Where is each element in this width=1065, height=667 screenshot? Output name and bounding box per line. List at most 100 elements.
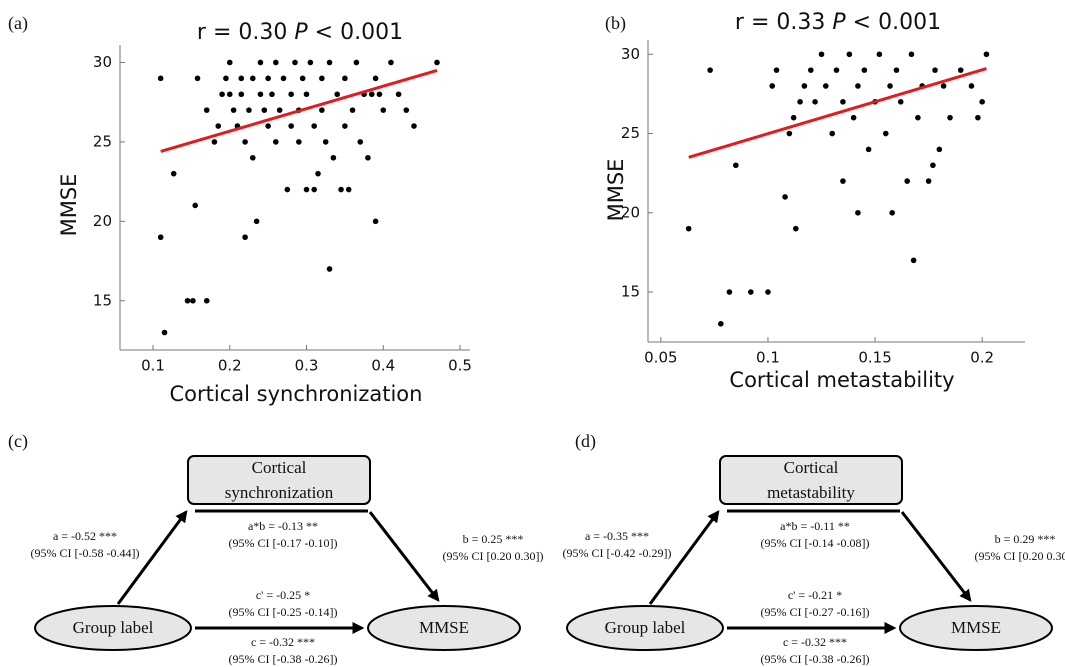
y-tick-label: 25 xyxy=(93,132,112,150)
y-node-label: MMSE xyxy=(419,618,469,637)
y-axis-label: MMSE xyxy=(604,159,628,222)
mediator-label: metastability xyxy=(767,483,855,502)
path-label: b = 0.25 *** xyxy=(463,532,524,546)
point xyxy=(882,130,889,137)
point xyxy=(782,194,788,200)
p-symbol: P xyxy=(294,20,308,45)
mediator-label: synchronization xyxy=(225,483,334,502)
point xyxy=(342,75,348,82)
x-tick-label: 0.2 xyxy=(970,349,994,367)
p-label: < 0.001 xyxy=(853,10,941,35)
path-ci: (95% CI [-0.17 -0.10]) xyxy=(229,536,338,550)
mediator-box xyxy=(719,455,903,505)
point xyxy=(238,91,245,98)
point xyxy=(284,186,291,193)
point xyxy=(334,91,341,98)
arrow xyxy=(116,510,188,605)
chart-title: r = 0.30 P < 0.001 xyxy=(197,20,403,45)
point xyxy=(726,289,733,295)
point xyxy=(288,123,294,129)
y-node-label: MMSE xyxy=(951,618,1001,637)
panel-label: (b) xyxy=(605,13,626,34)
point xyxy=(833,67,840,73)
y-tick-label: 20 xyxy=(93,212,112,230)
point xyxy=(893,67,900,73)
path-ci: (95% CI [-0.14 -0.08]) xyxy=(761,536,870,550)
p-symbol: P xyxy=(832,10,846,35)
point xyxy=(170,170,177,177)
point xyxy=(876,51,883,58)
point xyxy=(161,329,168,336)
point xyxy=(395,91,402,98)
point xyxy=(801,83,808,89)
point xyxy=(203,297,210,304)
point xyxy=(230,107,237,113)
point xyxy=(319,75,325,82)
point xyxy=(319,107,325,113)
point xyxy=(887,83,893,89)
path-ci: (95% CI [-0.58 -0.44]) xyxy=(31,546,140,560)
y-tick-label: 15 xyxy=(93,291,112,309)
point xyxy=(790,114,797,121)
point xyxy=(273,59,279,66)
point xyxy=(957,67,964,73)
point xyxy=(249,154,256,161)
y-tick-label: 25 xyxy=(621,124,640,142)
point xyxy=(829,130,836,137)
point xyxy=(707,67,713,73)
point xyxy=(303,91,310,98)
point xyxy=(253,218,260,225)
point xyxy=(345,186,352,193)
point xyxy=(769,83,776,89)
point xyxy=(342,123,348,129)
point xyxy=(288,91,294,98)
point xyxy=(192,202,199,209)
point xyxy=(372,75,379,82)
point xyxy=(226,59,233,66)
x-tick-label: 0.1 xyxy=(141,357,165,375)
y-tick-label: 30 xyxy=(93,53,112,71)
point xyxy=(388,59,394,66)
path-ci: (95% CI [-0.42 -0.29]) xyxy=(563,546,672,560)
point xyxy=(376,91,383,98)
point xyxy=(280,75,287,82)
point xyxy=(380,107,387,113)
point xyxy=(685,225,692,232)
point xyxy=(365,154,371,161)
point xyxy=(257,59,264,66)
point xyxy=(326,59,333,66)
point xyxy=(897,99,904,105)
y-tick-label: 20 xyxy=(621,203,640,221)
point xyxy=(269,91,275,98)
point xyxy=(219,91,225,98)
point xyxy=(855,209,861,216)
path-ci: (95% CI [-0.27 -0.16]) xyxy=(761,605,870,619)
point xyxy=(322,139,329,145)
point xyxy=(238,75,245,82)
point xyxy=(157,234,164,241)
r-label: r = 0.30 xyxy=(197,20,287,45)
point xyxy=(242,139,248,145)
point xyxy=(812,99,818,105)
point xyxy=(822,83,829,89)
point xyxy=(273,139,279,145)
point xyxy=(157,75,164,82)
point xyxy=(773,67,780,73)
point xyxy=(276,107,283,113)
path-ci: (95% CI [-0.38 -0.26]) xyxy=(229,652,338,666)
point xyxy=(249,75,256,82)
point xyxy=(261,107,268,113)
x-tick-label: 0.1 xyxy=(756,349,780,367)
point xyxy=(215,123,222,129)
fit-line xyxy=(688,67,987,159)
x-node xyxy=(34,605,192,651)
point xyxy=(257,91,264,98)
panel-label: (a) xyxy=(8,13,28,34)
x-tick-label: 0.5 xyxy=(448,357,472,375)
point xyxy=(983,51,990,58)
r-label: r = 0.33 xyxy=(735,10,825,35)
path-ci: (95% CI [0.20 0.30]) xyxy=(443,549,544,563)
point xyxy=(947,114,953,121)
point xyxy=(748,289,754,295)
